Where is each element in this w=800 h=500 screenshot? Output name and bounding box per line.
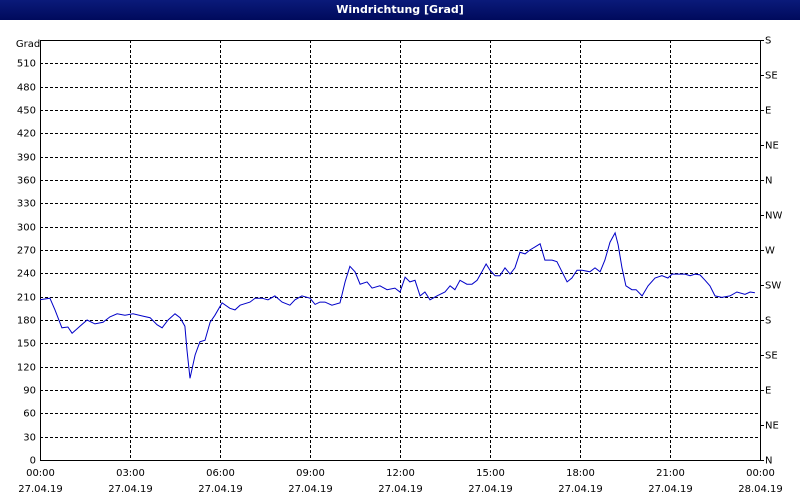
y2-tick-label: E (765, 386, 771, 397)
y2-tick-label: N (765, 176, 772, 187)
y2-tick-label: NE (765, 141, 779, 152)
y-tick-label: 450 (17, 106, 36, 117)
x-tick-date: 27.04.19 (18, 484, 63, 495)
x-tick-label: 09:00 (296, 468, 325, 479)
x-tick-label: 06:00 (206, 468, 235, 479)
y2-tick-label: N (765, 456, 772, 467)
y2-tick-label: NW (765, 211, 782, 222)
x-tick-label: 12:00 (386, 468, 415, 479)
x-tick-label: 03:00 (116, 468, 145, 479)
x-tick-date: 27.04.19 (108, 484, 153, 495)
y-tick-label: 60 (23, 409, 36, 420)
x-tick-date: 27.04.19 (648, 484, 693, 495)
y-tick-label: 420 (17, 129, 36, 140)
y2-tick-label: S (765, 316, 771, 327)
y2-tick-label: SE (765, 351, 778, 362)
x-tick-label: 00:00 (746, 468, 775, 479)
x-tick-date: 27.04.19 (198, 484, 243, 495)
x-tick-date: 27.04.19 (468, 484, 513, 495)
x-tick-label: 21:00 (656, 468, 685, 479)
data-line (39, 231, 755, 379)
y-tick-label: 240 (17, 269, 36, 280)
window-title: Windrichtung [Grad] (0, 0, 800, 20)
y-tick-label: 300 (17, 223, 36, 234)
y-tick-label: 360 (17, 176, 36, 187)
y-tick-label: 150 (17, 339, 36, 350)
x-tick-date: 28.04.19 (738, 484, 783, 495)
y2-tick-label: SE (765, 71, 778, 82)
y-tick-label: 120 (17, 363, 36, 374)
y-tick-label: 180 (17, 316, 36, 327)
x-tick-date: 27.04.19 (288, 484, 333, 495)
y2-tick-label: E (765, 106, 771, 117)
x-tick-label: 18:00 (566, 468, 595, 479)
y-tick-label: 30 (23, 433, 36, 444)
x-tick-label: 00:00 (26, 468, 55, 479)
y-tick-label: 390 (17, 153, 36, 164)
y2-tick-label: S (765, 36, 771, 47)
plot-frame (40, 40, 761, 461)
y-tick-label: 210 (17, 293, 36, 304)
y-tick-label: 480 (17, 83, 36, 94)
x-tick-label: 15:00 (476, 468, 505, 479)
y-tick-label: 330 (17, 199, 36, 210)
x-tick-date: 27.04.19 (378, 484, 423, 495)
y-tick-label: 270 (17, 246, 36, 257)
x-tick-date: 27.04.19 (558, 484, 603, 495)
y2-tick-label: SW (765, 281, 781, 292)
y2-tick-label: W (765, 246, 775, 257)
y2-tick-label: NE (765, 421, 779, 432)
y-tick-label: 510 (17, 59, 36, 70)
y-tick-label: 0 (30, 456, 36, 467)
y-tick-label: 90 (23, 386, 36, 397)
y-axis-label: Grad (16, 39, 40, 50)
